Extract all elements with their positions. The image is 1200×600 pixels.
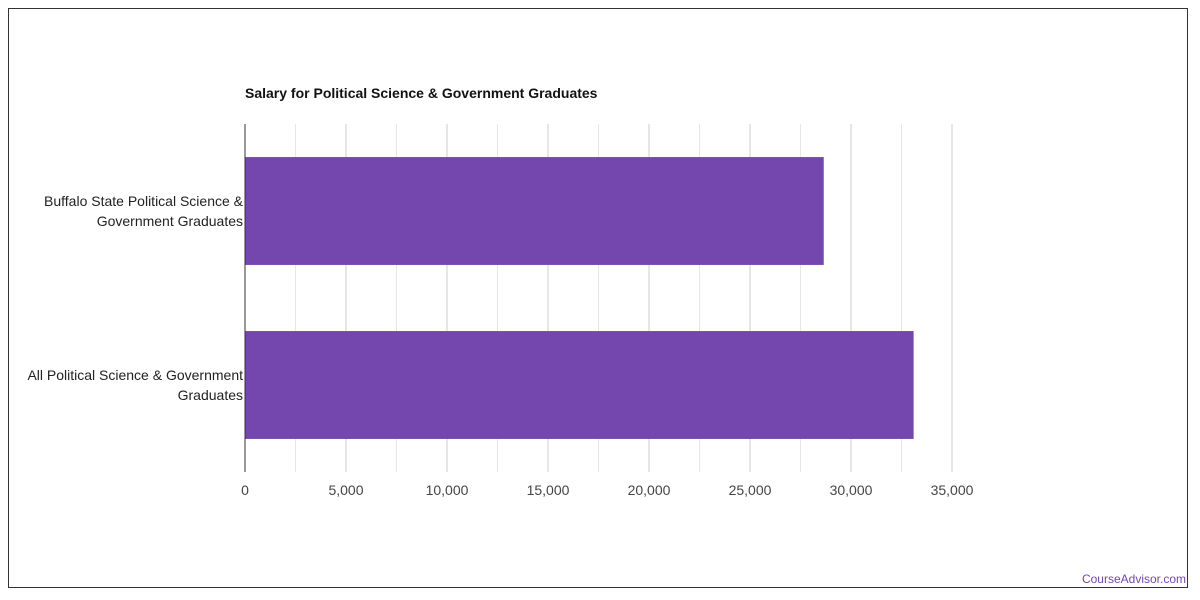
x-tick-label: 20,000 — [628, 482, 671, 498]
x-tick-label: 30,000 — [830, 482, 873, 498]
bars — [245, 157, 914, 439]
x-tick-label: 5,000 — [328, 482, 363, 498]
category-label-line: All Political Science & Government — [27, 367, 243, 383]
category-label-all-graduates: All Political Science & Government Gradu… — [3, 365, 243, 405]
x-tick-label: 15,000 — [527, 482, 570, 498]
x-tick-label: 35,000 — [931, 482, 974, 498]
category-label-line: Buffalo State Political Science & — [44, 193, 243, 209]
courseadvisor-watermark[interactable]: CourseAdvisor.com — [1081, 572, 1186, 586]
chart-title: Salary for Political Science & Governmen… — [245, 85, 598, 101]
x-tick-label: 10,000 — [426, 482, 469, 498]
x-tick-labels: 0 5,000 10,000 15,000 20,000 25,000 30,000 35,0… — [241, 482, 974, 498]
category-label-buffalo-state: Buffalo State Political Science & Govern… — [3, 191, 243, 231]
x-tick-label: 25,000 — [729, 482, 772, 498]
bar-0[interactable] — [245, 157, 824, 265]
category-label-line: Graduates — [177, 387, 243, 403]
category-label-line: Government Graduates — [96, 213, 243, 229]
x-tick-label: 0 — [241, 482, 249, 498]
bar-1[interactable] — [245, 331, 914, 439]
